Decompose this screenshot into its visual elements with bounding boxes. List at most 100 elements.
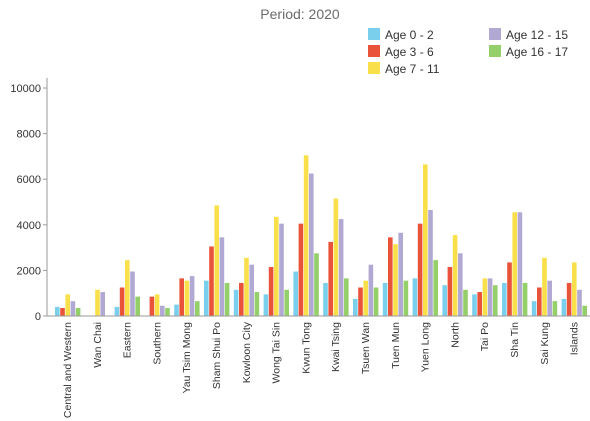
bar [403, 280, 409, 316]
bar [309, 173, 314, 316]
bar [344, 278, 349, 316]
bar [388, 237, 393, 316]
bar [274, 216, 279, 316]
bar [442, 285, 447, 316]
bar [130, 271, 135, 316]
bar [160, 305, 165, 316]
bar [135, 296, 140, 316]
bar [566, 282, 572, 316]
bar [368, 264, 374, 316]
bar [119, 287, 125, 316]
bar [552, 301, 558, 316]
bar [363, 280, 368, 316]
legend-swatch [368, 62, 380, 74]
y-tick-label: 10000 [10, 83, 41, 95]
bar [254, 292, 260, 316]
x-axis: Central and Western Wan Chai Eastern Southe… [47, 315, 590, 418]
bar [323, 282, 328, 316]
bar [293, 271, 298, 316]
x-tick-label: Sai Kung [539, 322, 551, 365]
bar [477, 292, 482, 316]
bar [412, 278, 418, 316]
x-tick-label: Kwai Tsing [330, 322, 342, 372]
bar [373, 287, 379, 316]
bar [487, 278, 493, 316]
x-tick-label: Southern [151, 322, 163, 365]
bar [338, 219, 344, 316]
legend-swatch [489, 28, 501, 40]
bar [65, 294, 70, 316]
bar [189, 276, 195, 316]
bar [502, 282, 507, 316]
bar [458, 253, 463, 316]
bar [328, 241, 333, 316]
bar [561, 298, 567, 316]
x-tick-label: Sha Tin [509, 322, 521, 358]
bar [174, 304, 179, 316]
bar [165, 308, 170, 316]
bar [333, 198, 339, 316]
y-tick-label: 2000 [17, 265, 41, 277]
bar [303, 155, 309, 316]
y-tick-label: 6000 [17, 174, 41, 186]
bar [233, 289, 239, 316]
bar [517, 212, 523, 316]
bar [60, 308, 65, 316]
x-tick-label: Tsuen Wan [360, 322, 372, 374]
legend-label: Age 12 - 15 [506, 28, 568, 42]
bar [452, 235, 458, 316]
legend-label: Age 3 - 6 [385, 45, 434, 59]
bar [537, 287, 542, 316]
bar [204, 280, 209, 316]
bar [572, 262, 577, 316]
bar [149, 296, 155, 316]
bar [493, 285, 498, 316]
bar [244, 257, 249, 316]
bar [531, 301, 537, 316]
legend-swatch [368, 28, 380, 40]
bar [249, 264, 254, 316]
bar [447, 266, 453, 316]
bar [542, 257, 547, 316]
chart-title: Period: 2020 [260, 6, 340, 22]
x-tick-label: Wan Chai [92, 322, 104, 368]
y-tick-label: 8000 [17, 129, 41, 141]
bar [195, 301, 200, 316]
legend-label: Age 7 - 11 [385, 62, 440, 76]
legend: Age 0 - 2 Age 12 - 15 Age 3 - 6 Age 16 - 17… [368, 28, 568, 76]
bar [209, 246, 214, 316]
bar [512, 212, 517, 316]
bar [482, 278, 488, 316]
bar [70, 301, 76, 316]
bar [239, 282, 244, 316]
bar [423, 164, 428, 316]
y-tick-label: 4000 [17, 220, 41, 232]
bar [125, 260, 130, 316]
x-tick-label: Yuen Long [420, 322, 432, 372]
y-tick-label: 0 [35, 311, 41, 323]
bar [224, 282, 230, 316]
bar [268, 266, 274, 316]
bar [582, 305, 587, 316]
x-tick-label: Kwun Tong [300, 322, 312, 374]
bar [314, 253, 319, 316]
x-tick-label: Islands [569, 322, 581, 355]
bar [214, 205, 219, 316]
bar [463, 289, 468, 316]
bar [298, 223, 304, 316]
bar [114, 306, 120, 316]
bar [279, 223, 284, 316]
bar [284, 289, 289, 316]
x-tick-label: Kowloon City [241, 321, 253, 383]
x-tick-label: North [449, 322, 461, 348]
bars [55, 155, 587, 316]
x-tick-label: Sham Shui Po [211, 322, 223, 389]
legend-swatch [368, 45, 380, 57]
bar [154, 294, 160, 316]
x-tick-label: Tai Po [479, 322, 491, 351]
bar [417, 223, 423, 316]
bar [398, 232, 403, 316]
bar [358, 287, 363, 316]
bar [433, 260, 438, 316]
